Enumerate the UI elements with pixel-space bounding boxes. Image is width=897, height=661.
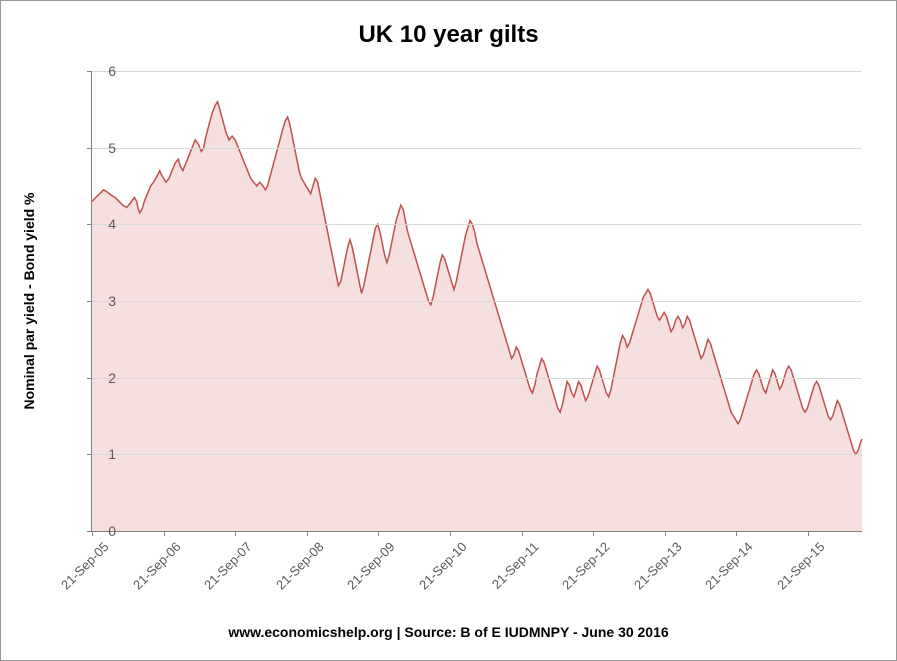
gridline (92, 378, 862, 379)
ytick-label: 0 (86, 523, 116, 539)
area-fill (92, 102, 862, 531)
xtick-label: 21-Sep-06 (123, 539, 183, 599)
xtick-mark (378, 531, 379, 536)
xtick-label: 21-Sep-07 (195, 539, 255, 599)
xtick-label: 21-Sep-15 (768, 539, 828, 599)
xtick-label: 21-Sep-10 (410, 539, 470, 599)
chart-container: UK 10 year gilts Nominal par yield - Bon… (0, 0, 897, 661)
gridline (92, 301, 862, 302)
xtick-mark (164, 531, 165, 536)
gridline (92, 148, 862, 149)
xtick-mark (736, 531, 737, 536)
ytick-label: 4 (86, 216, 116, 232)
gridline (92, 454, 862, 455)
y-axis-label: Nominal par yield - Bond yield % (21, 192, 37, 409)
xtick-mark (808, 531, 809, 536)
xtick-label: 21-Sep-14 (696, 539, 756, 599)
xtick-mark (307, 531, 308, 536)
xtick-mark (665, 531, 666, 536)
ytick-label: 6 (86, 63, 116, 79)
source-label: www.economicshelp.org | Source: B of E I… (1, 624, 896, 640)
ytick-label: 1 (86, 446, 116, 462)
xtick-label: 21-Sep-12 (553, 539, 613, 599)
plot-area (91, 71, 862, 532)
gridline (92, 71, 862, 72)
ytick-label: 2 (86, 370, 116, 386)
xtick-mark (450, 531, 451, 536)
gridline (92, 224, 862, 225)
xtick-label: 21-Sep-09 (338, 539, 398, 599)
xtick-mark (522, 531, 523, 536)
xtick-label: 21-Sep-08 (266, 539, 326, 599)
xtick-label: 21-Sep-13 (624, 539, 684, 599)
xtick-mark (593, 531, 594, 536)
xtick-mark (235, 531, 236, 536)
xtick-label: 21-Sep-05 (52, 539, 112, 599)
ytick-label: 5 (86, 140, 116, 156)
chart-title: UK 10 year gilts (1, 21, 896, 49)
xtick-label: 21-Sep-11 (481, 539, 541, 599)
ytick-label: 3 (86, 293, 116, 309)
